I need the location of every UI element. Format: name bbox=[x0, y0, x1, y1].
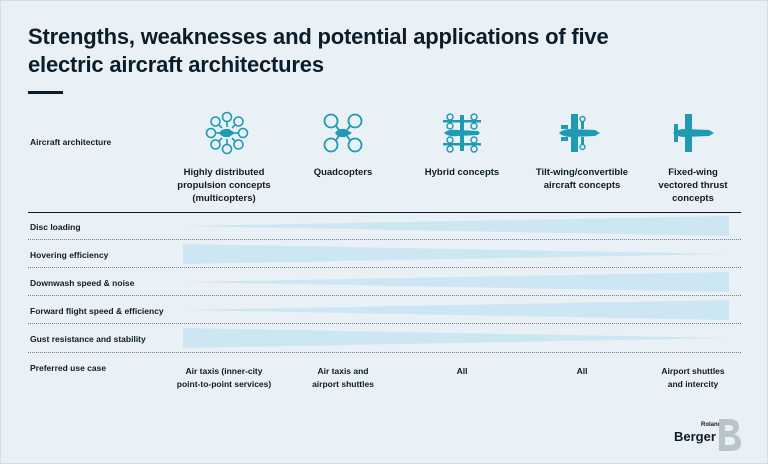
wedge-hovering-efficiency bbox=[183, 243, 729, 265]
criterion-label-hovering-efficiency: Hovering efficiency bbox=[30, 250, 109, 260]
column-name-line: propulsion concepts bbox=[177, 180, 271, 191]
column-name-fixed-wing: Fixed-wing vectored thrust concepts bbox=[628, 166, 758, 205]
column-name-quadcopters: Quadcopters bbox=[278, 166, 408, 179]
column-name-line: Fixed-wing bbox=[668, 167, 718, 178]
use-case-tilt-wing: All bbox=[517, 365, 647, 378]
row-divider bbox=[28, 267, 741, 268]
use-case-hybrid: All bbox=[397, 365, 527, 378]
row-divider bbox=[28, 295, 741, 296]
title-line-2: electric aircraft architectures bbox=[28, 52, 324, 77]
use-case-line: All bbox=[576, 366, 588, 376]
criterion-label-disc-loading: Disc loading bbox=[30, 222, 81, 232]
use-case-multicopters: Air taxis (inner-city point-to-point ser… bbox=[159, 365, 289, 391]
tilt-wing-icon bbox=[557, 111, 601, 155]
brand-roland: Roland bbox=[701, 422, 722, 428]
column-name-line: vectored thrust bbox=[658, 180, 728, 191]
column-name-line: Tilt-wing/convertible bbox=[535, 167, 629, 178]
hybrid-concept-icon bbox=[440, 111, 484, 155]
criterion-label-gust-resistance: Gust resistance and stability bbox=[30, 334, 146, 344]
brand-berger: Berger bbox=[674, 429, 716, 444]
use-case-line: Air taxis (inner-city bbox=[185, 366, 263, 376]
quadcopter-icon bbox=[321, 111, 365, 155]
use-case-line: Air taxis and bbox=[317, 366, 369, 376]
row-divider bbox=[28, 239, 741, 240]
column-name-line: Highly distributed bbox=[183, 167, 265, 178]
wedge-gust-resistance bbox=[183, 327, 729, 349]
fixed-wing-icon bbox=[671, 111, 715, 155]
use-case-quadcopters: Air taxis and airport shuttles bbox=[278, 365, 408, 391]
column-name-multicopters: Highly distributed propulsion concepts (… bbox=[159, 166, 289, 205]
column-name-line: (multicopters) bbox=[192, 193, 256, 204]
column-name-hybrid: Hybrid concepts bbox=[397, 166, 527, 179]
page-title: Strengths, weaknesses and potential appl… bbox=[28, 23, 728, 79]
wedge-downwash bbox=[183, 271, 729, 293]
use-case-line: airport shuttles bbox=[312, 379, 374, 389]
column-name-line: aircraft concepts bbox=[543, 180, 621, 191]
header-label: Aircraft architecture bbox=[30, 137, 112, 147]
column-name-line: Quadcopters bbox=[313, 167, 373, 178]
roland-berger-logo bbox=[717, 417, 743, 453]
column-name-line: concepts bbox=[672, 193, 714, 204]
use-case-fixed-wing: Airport shuttles and intercity bbox=[628, 365, 758, 391]
use-case-line: All bbox=[456, 366, 468, 376]
use-case-line: Airport shuttles bbox=[661, 366, 725, 376]
title-underline bbox=[28, 91, 63, 94]
header-divider bbox=[28, 212, 741, 213]
wedge-disc-loading bbox=[183, 215, 729, 237]
criterion-label-downwash: Downwash speed & noise bbox=[30, 278, 135, 288]
column-name-tilt-wing: Tilt-wing/convertible aircraft concepts bbox=[517, 166, 647, 192]
row-divider bbox=[28, 352, 741, 353]
wedge-forward-flight bbox=[183, 299, 729, 321]
row-divider bbox=[28, 323, 741, 324]
title-line-1: Strengths, weaknesses and potential appl… bbox=[28, 24, 609, 49]
use-case-line: point-to-point services) bbox=[176, 379, 272, 389]
criterion-label-forward-flight: Forward flight speed & efficiency bbox=[30, 306, 164, 316]
multicopter-icon bbox=[205, 111, 249, 155]
column-name-line: Hybrid concepts bbox=[424, 167, 500, 178]
use-case-label: Preferred use case bbox=[30, 363, 107, 373]
use-case-line: and intercity bbox=[667, 379, 719, 389]
